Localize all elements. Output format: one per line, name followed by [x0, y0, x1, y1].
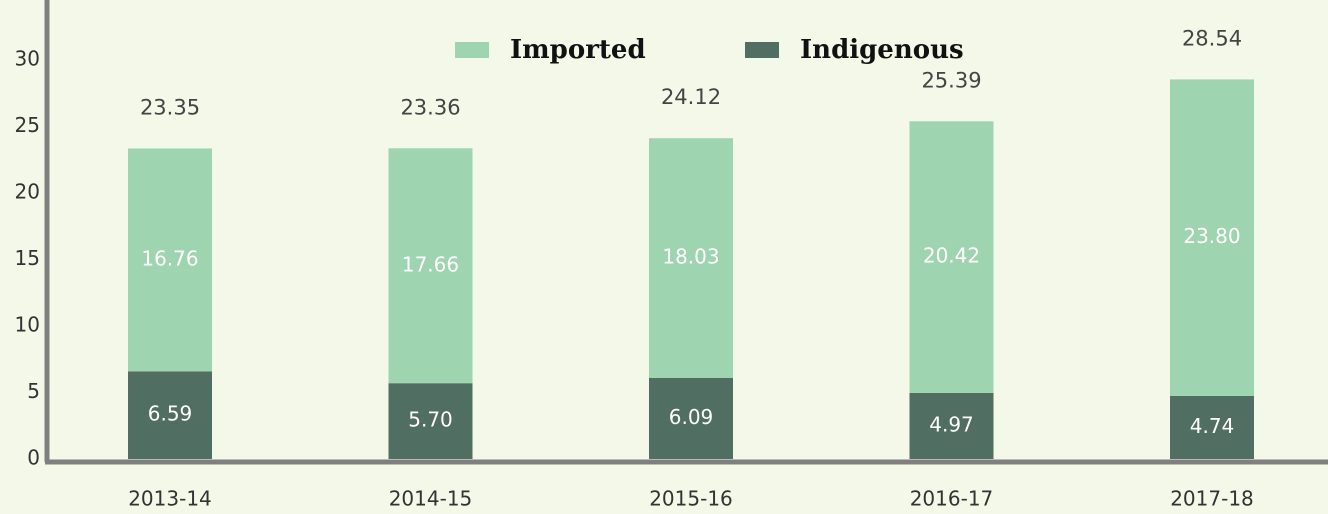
segment-label: 4.74: [1190, 414, 1235, 438]
bar-segment: [1170, 79, 1254, 396]
total-label: 25.39: [921, 68, 981, 92]
y-tick-label: 25: [15, 113, 40, 137]
bar-segment: [128, 148, 212, 372]
segment-label: 23.80: [1183, 224, 1240, 248]
bar-segment: [649, 138, 733, 379]
y-tick-label: 30: [15, 47, 40, 71]
legend-swatch: [745, 42, 779, 58]
legend-swatch: [455, 42, 489, 58]
legend-label: Indigenous: [800, 35, 964, 65]
x-tick-label: 2014-15: [389, 487, 473, 511]
segment-label: 6.09: [669, 405, 714, 429]
segment-label: 6.59: [148, 402, 193, 426]
y-tick-label: 20: [15, 180, 40, 204]
segment-label: 4.97: [929, 412, 974, 436]
total-label: 28.54: [1182, 26, 1242, 50]
segment-label: 18.03: [662, 245, 719, 269]
legend-label: Imported: [510, 35, 646, 65]
bar-segment: [128, 371, 212, 459]
total-label: 23.36: [400, 95, 460, 119]
bar-segment: [909, 121, 994, 393]
x-tick-label: 2013-14: [128, 487, 212, 511]
segment-label: 17.66: [402, 252, 459, 276]
total-label: 24.12: [661, 85, 721, 109]
y-tick-label: 0: [27, 446, 40, 470]
segment-label: 16.76: [141, 246, 198, 270]
x-tick-label: 2016-17: [910, 487, 994, 511]
y-tick-label: 5: [27, 379, 40, 403]
y-tick-label: 15: [15, 246, 40, 270]
bar-segment: [388, 148, 473, 384]
segment-label: 5.70: [408, 408, 453, 432]
total-label: 23.35: [140, 95, 200, 119]
x-tick-label: 2015-16: [649, 487, 733, 511]
bar-segment: [909, 392, 994, 459]
bar-segment: [388, 383, 473, 459]
bar-segment: [1170, 395, 1254, 459]
bar-segment: [649, 378, 733, 459]
y-tick-label: 10: [15, 313, 40, 337]
x-tick-label: 2017-18: [1170, 487, 1254, 511]
segment-label: 20.42: [923, 244, 980, 268]
